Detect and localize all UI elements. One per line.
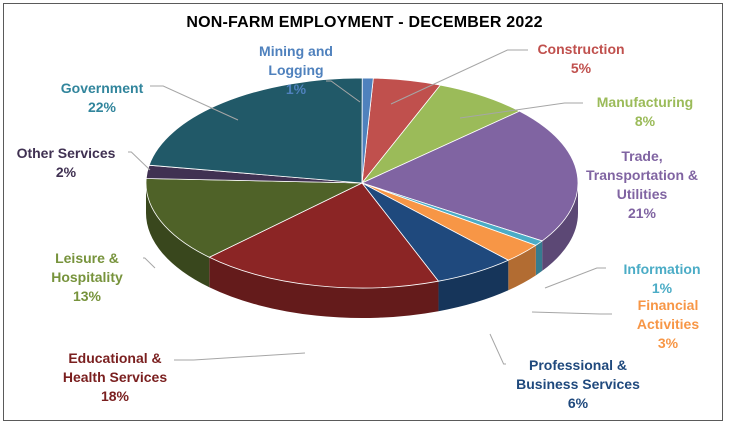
label-percent: 8% <box>634 113 656 129</box>
label-mining-and-logging: Mining and Logging 1% <box>241 42 351 99</box>
label-educational-health-services: Educational & Health Services 18% <box>35 349 195 406</box>
leader-construction <box>390 49 528 105</box>
label-financial-activities: Financial Activities 3% <box>618 296 718 353</box>
label-construction: Construction 5% <box>526 40 636 78</box>
leader-other-services <box>128 151 151 171</box>
chart-title: NON-FARM EMPLOYMENT - DECEMBER 2022 <box>186 14 543 31</box>
label-name: Financial Activities <box>636 297 700 332</box>
label-percent: 13% <box>72 288 102 304</box>
label-name: Professional & Business Services <box>516 357 640 392</box>
label-professional-business-services: Professional & Business Services 6% <box>498 356 658 413</box>
pie-side-trade-transportation-utilities <box>542 183 578 271</box>
leader-educational-health-services <box>174 352 306 361</box>
pie-sides <box>146 183 578 318</box>
pie-slice-leisure-hospitality <box>145 178 363 258</box>
pie-slice-trade-transportation-utilities <box>360 110 579 242</box>
label-leisure-hospitality: Leisure & Hospitality 13% <box>32 249 142 306</box>
label-name: Information <box>623 261 701 277</box>
leader-lines <box>128 49 612 365</box>
label-name: Mining and Logging <box>259 43 333 78</box>
label-name: Leisure & Hospitality <box>51 250 123 285</box>
label-percent: 6% <box>567 395 589 411</box>
pie-side-leisure-hospitality <box>146 183 210 288</box>
leader-manufacturing <box>459 102 583 119</box>
leader-financial-activities <box>531 311 612 315</box>
label-name: Manufacturing <box>596 94 694 110</box>
label-percent: 22% <box>87 99 117 115</box>
pie-slice-government <box>148 77 363 184</box>
leader-mining-and-logging <box>326 80 361 103</box>
label-percent: 1% <box>651 280 673 296</box>
pie-side-educational-health-services <box>209 257 439 318</box>
pie-side-financial-activities <box>508 245 536 291</box>
label-percent: 1% <box>285 81 307 97</box>
leader-information <box>544 267 606 289</box>
leader-professional-business-services <box>489 333 506 365</box>
pie-tops <box>145 77 579 289</box>
pie-slice-mining-and-logging <box>361 77 374 184</box>
pie-side-information <box>535 240 543 276</box>
label-other-services: Other Services 2% <box>1 144 131 182</box>
label-percent: 5% <box>570 60 592 76</box>
label-name: Trade, Transportation & Utilities <box>585 148 698 202</box>
label-percent: 3% <box>657 335 679 351</box>
label-government: Government 22% <box>47 79 157 117</box>
label-name: Government <box>60 80 144 96</box>
label-percent: 2% <box>55 164 77 180</box>
label-trade-transportation-utilities: Trade, Transportation & Utilities 21% <box>567 147 717 223</box>
pie-slice-educational-health-services <box>208 182 440 289</box>
leader-government <box>150 85 239 121</box>
pie-side-professional-business-services <box>438 260 509 312</box>
leader-leisure-hospitality <box>143 257 156 269</box>
label-name: Other Services <box>16 145 116 161</box>
label-name: Educational & Health Services <box>62 350 168 385</box>
label-manufacturing: Manufacturing 8% <box>585 93 705 131</box>
label-percent: 21% <box>627 205 657 221</box>
label-name: Construction <box>537 41 625 57</box>
label-percent: 18% <box>100 388 130 404</box>
label-information: Information 1% <box>607 260 717 298</box>
